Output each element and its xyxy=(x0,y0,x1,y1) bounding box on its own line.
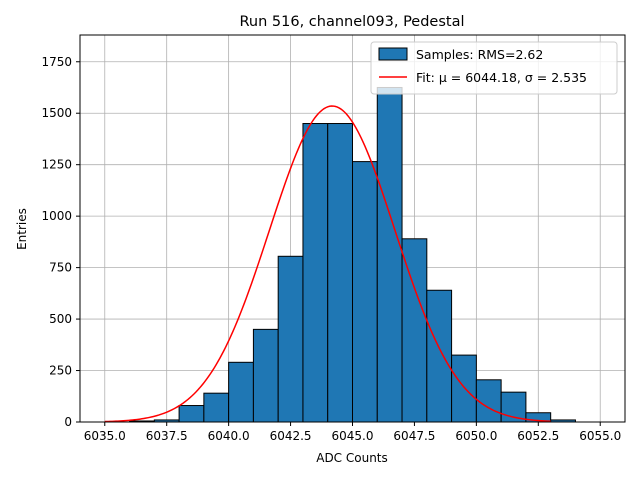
y-tick-label: 250 xyxy=(49,364,72,378)
x-tick-label: 6040.0 xyxy=(208,429,250,443)
histogram-bar xyxy=(302,123,329,423)
histogram-bar xyxy=(252,328,279,423)
x-tick-label: 6045.0 xyxy=(332,429,374,443)
legend-box xyxy=(370,41,618,95)
y-tick-label: 500 xyxy=(49,312,72,326)
y-axis-label: Entries xyxy=(15,208,29,250)
y-tick-label: 1000 xyxy=(41,209,72,223)
histogram-bar xyxy=(178,405,205,423)
x-axis-ticks: 6035.0 6037.5 6040.0 6042.5 6045.0 6047.5 6050… xyxy=(84,422,621,443)
histogram-bar xyxy=(277,255,304,423)
histogram-bar xyxy=(327,123,353,423)
y-tick-label: 1500 xyxy=(41,106,72,120)
x-tick-label: 6055.0 xyxy=(579,429,621,443)
y-axis-ticks: 0 250 500 750 1000 1250 1500 1750 xyxy=(41,55,80,429)
x-tick-label: 6042.5 xyxy=(270,429,312,443)
x-tick-label: 6047.5 xyxy=(393,429,435,443)
x-tick-label: 6050.0 xyxy=(455,429,497,443)
legend-fit-label: Fit: μ = 6044.18, σ = 2.535 xyxy=(416,70,587,85)
x-axis-label: ADC Counts xyxy=(316,451,388,465)
histogram-bar xyxy=(451,354,477,423)
legend-histogram-label: Samples: RMS=2.62 xyxy=(416,47,543,62)
fit-curve xyxy=(104,105,551,423)
histogram-bar xyxy=(401,238,428,423)
x-tick-label: 6052.5 xyxy=(517,429,559,443)
histogram-bar xyxy=(475,379,502,423)
legend-histogram-swatch xyxy=(378,47,408,61)
x-tick-label: 6035.0 xyxy=(84,429,126,443)
histogram-bar xyxy=(203,392,230,423)
y-tick-label: 0 xyxy=(64,415,72,429)
histogram-bar xyxy=(376,86,403,423)
histogram-bars xyxy=(129,86,576,423)
y-tick-label: 750 xyxy=(49,261,72,275)
y-tick-label: 1250 xyxy=(41,158,72,172)
x-tick-label: 6037.5 xyxy=(146,429,188,443)
y-tick-label: 1750 xyxy=(41,55,72,69)
histogram-bar xyxy=(352,161,378,423)
legend: Samples: RMS=2.62 Fit: μ = 6044.18, σ = … xyxy=(370,41,618,95)
histogram-bar xyxy=(228,361,254,423)
histogram-bar xyxy=(426,289,453,423)
chart-title: Run 516, channel093, Pedestal xyxy=(239,14,464,30)
